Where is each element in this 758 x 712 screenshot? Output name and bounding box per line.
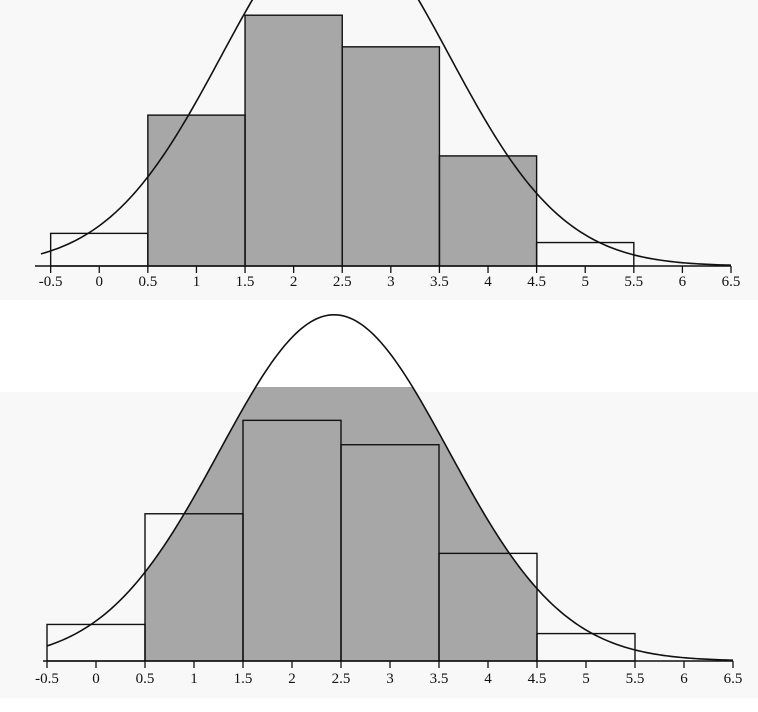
x-tick-label: 6: [680, 671, 688, 687]
normal-curve: [46, 313, 734, 661]
x-tick-label: -0.5: [35, 671, 59, 687]
x-tick-label: 0: [96, 274, 104, 290]
x-tick-label: -0.5: [39, 274, 63, 290]
x-tick-label: 4: [484, 274, 492, 290]
x-tick-label: 4: [484, 671, 492, 687]
shaded-area: [145, 387, 537, 661]
x-tick-label: 1: [190, 671, 198, 687]
x-tick-label: 0.5: [136, 671, 155, 687]
x-tick-label: 5: [581, 274, 589, 290]
normal-curve: [40, 0, 732, 266]
x-tick-label: 3: [386, 671, 394, 687]
x-tick-label: 2: [288, 671, 296, 687]
x-tick-label: 1.5: [234, 671, 253, 687]
x-tick-label: 3.5: [430, 274, 449, 290]
x-tick-label: 5: [582, 671, 590, 687]
bar-fill: [245, 15, 343, 267]
x-tick-label: 2.5: [332, 671, 351, 687]
x-tick-label: 5.5: [626, 671, 645, 687]
x-tick-label: 6.5: [724, 671, 743, 687]
x-tick-label: 0: [92, 671, 100, 687]
bar-fill: [342, 46, 440, 266]
x-tick-label: 6: [679, 274, 687, 290]
x-tick-label: 3.5: [430, 671, 449, 687]
x-tick-label: 5.5: [624, 274, 643, 290]
x-tick-label: 2: [290, 274, 298, 290]
bottom-histogram-chart: -0.5 0 0.5 1 1.5 2 2.5 3 3.5 4 4.5 5 5.5 6 6.5: [0, 313, 758, 698]
x-tick-label: 4.5: [527, 274, 546, 290]
top-histogram-chart: -0.5 0 0.5 1 1.5 2 2.5 3 3.5 4 4.5 5 5.5 6 6.5: [0, 0, 758, 300]
x-tick-label: 1.5: [236, 274, 255, 290]
x-tick-label: 4.5: [528, 671, 547, 687]
bar-fill: [439, 155, 537, 266]
bar-fill: [147, 115, 246, 266]
x-tick-label: 6.5: [722, 274, 741, 290]
x-tick-label: 2.5: [333, 274, 352, 290]
x-tick-label: 3: [387, 274, 395, 290]
x-tick-label: 0.5: [138, 274, 157, 290]
x-tick-label: 1: [193, 274, 201, 290]
